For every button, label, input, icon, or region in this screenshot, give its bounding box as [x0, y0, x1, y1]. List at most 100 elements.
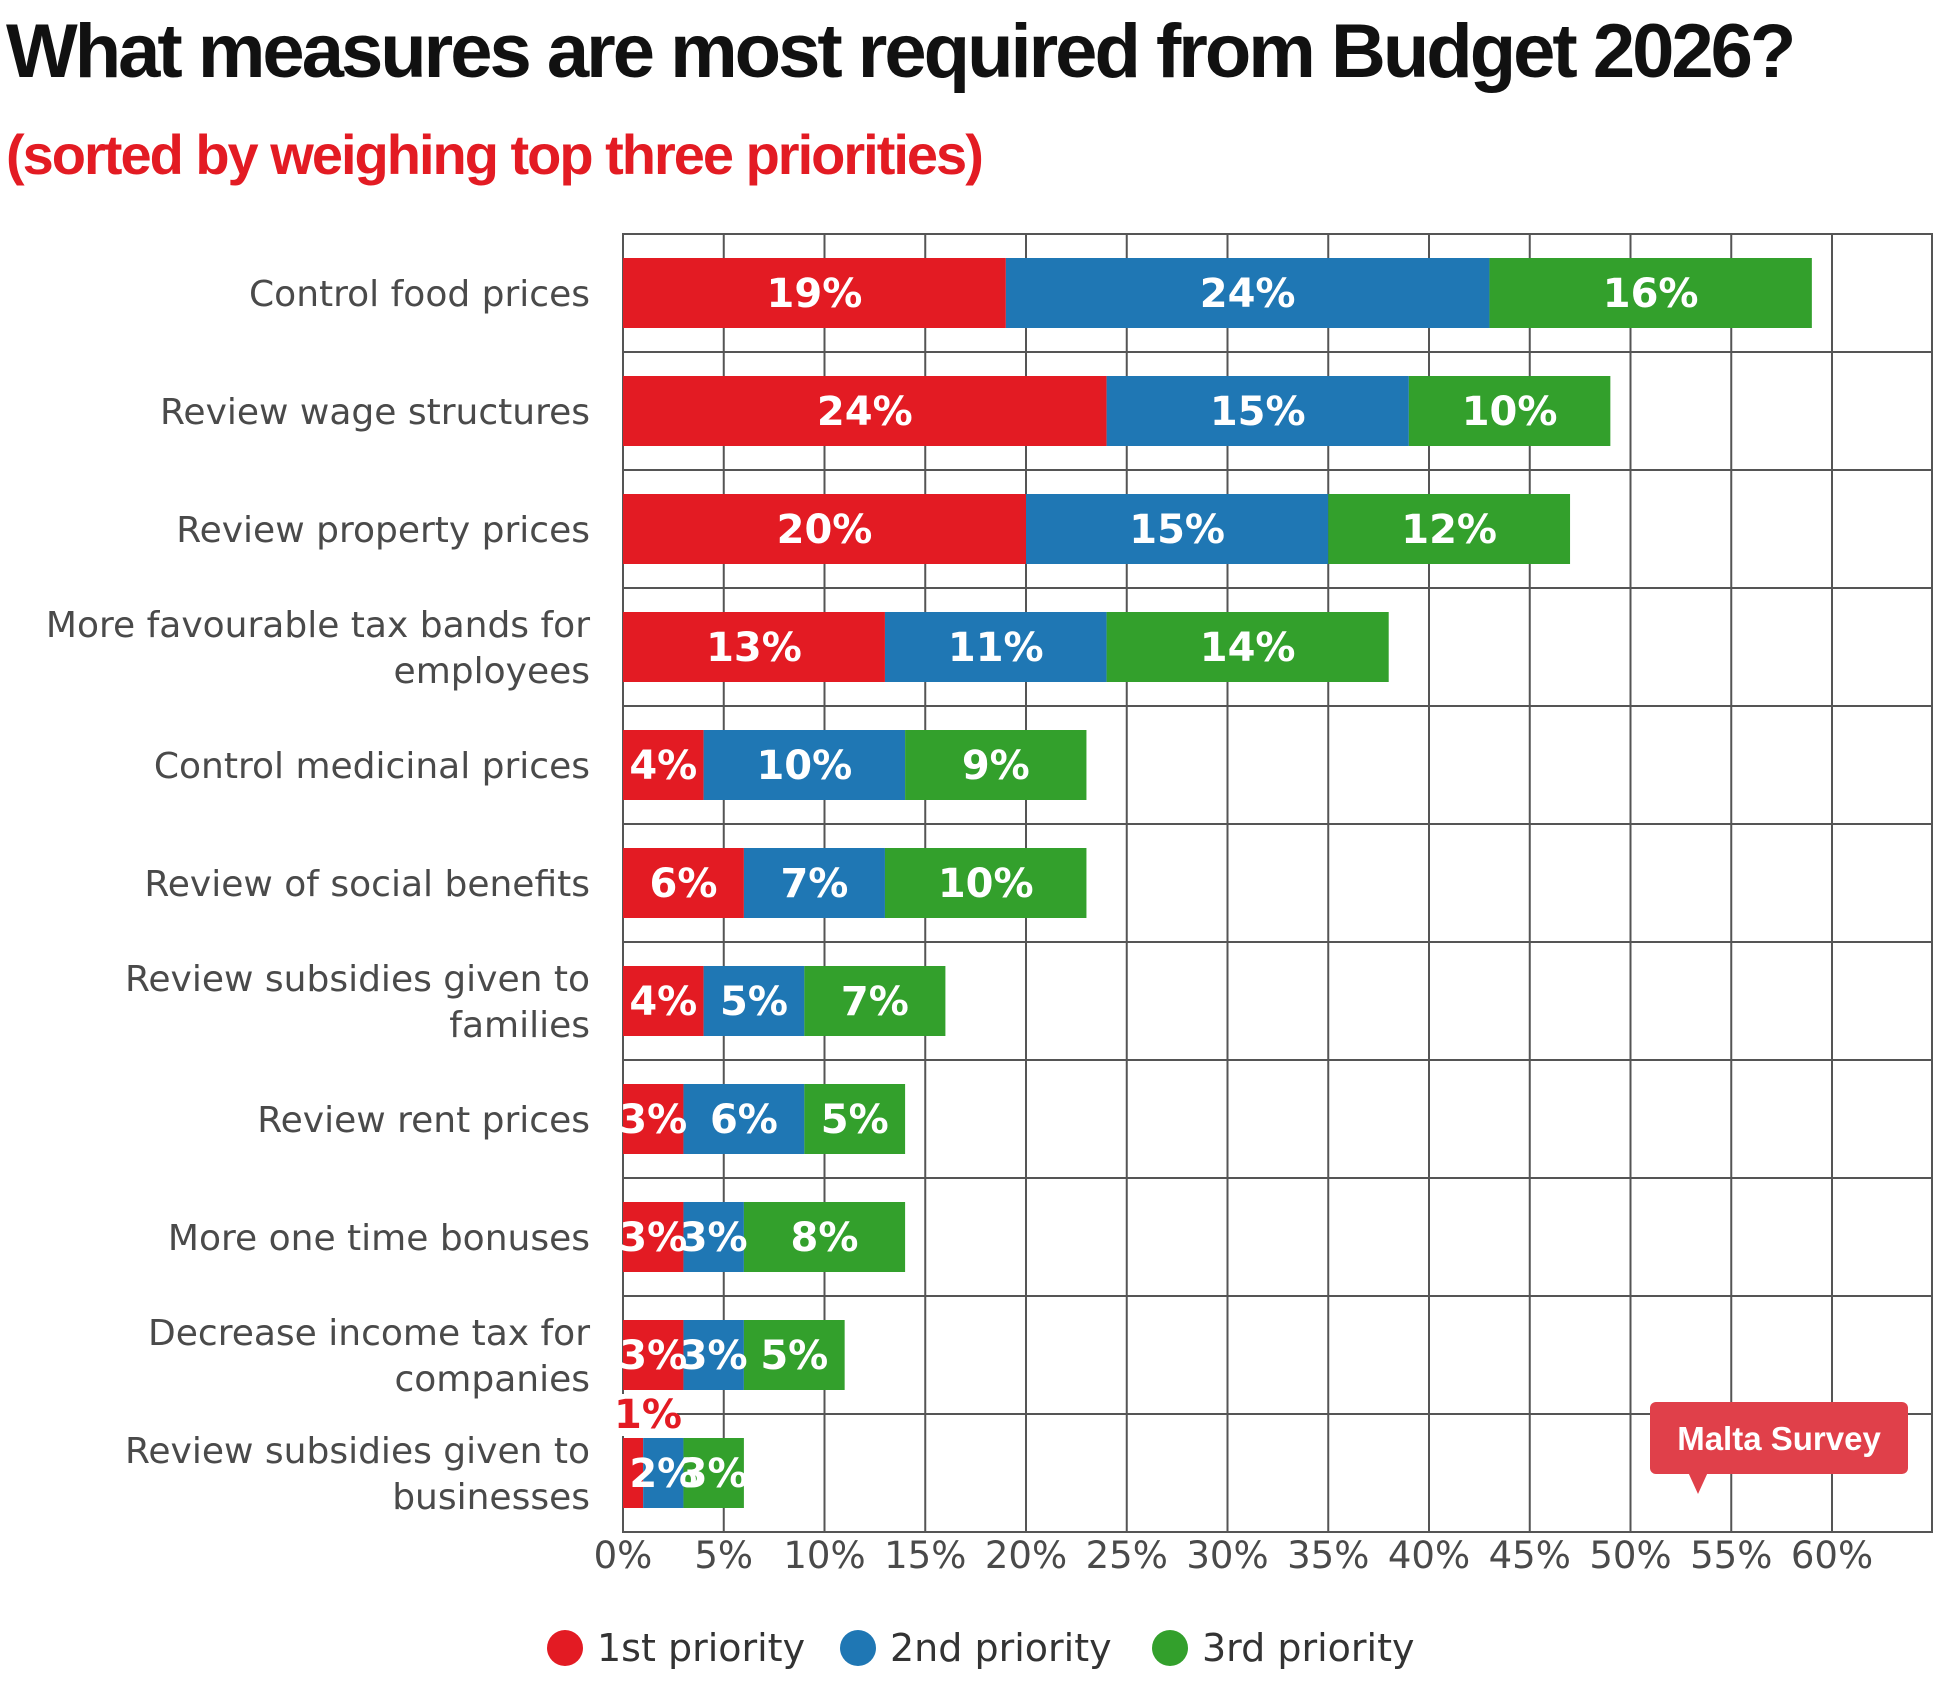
bar-segment: [623, 258, 1006, 328]
bar-value-label: 13%: [706, 625, 802, 671]
legend-swatch: [840, 1630, 876, 1666]
category-label: Review rent prices: [257, 1100, 590, 1141]
bar-value-label: 10%: [938, 861, 1034, 907]
bar-segment: [623, 612, 885, 682]
x-tick-label: 50%: [1589, 1534, 1671, 1577]
bar-segment: [1026, 494, 1329, 564]
bar-value-label: 20%: [777, 507, 873, 553]
category-label: Review subsidies given to: [125, 959, 590, 1000]
bar-value-label: 7%: [780, 861, 848, 907]
bar-value-label: 6%: [710, 1097, 778, 1143]
bar-value-label: 2%: [629, 1451, 697, 1497]
bar-value-label: 10%: [1462, 389, 1558, 435]
legend-label: 2nd priority: [890, 1626, 1112, 1670]
x-tick-label: 40%: [1388, 1534, 1470, 1577]
bar-value-label: 12%: [1401, 507, 1497, 553]
bar-value-label: 9%: [962, 743, 1030, 789]
bar-segment: [643, 1438, 684, 1508]
category-label: Decrease income tax for: [148, 1313, 590, 1354]
bar-value-label: 5%: [760, 1333, 828, 1379]
bar-value-label: 3%: [680, 1451, 748, 1497]
bar-segment: [703, 966, 805, 1036]
badge-pointer: [1688, 1472, 1708, 1494]
category-labels: Control food prices Review wage structure…: [46, 274, 590, 1518]
bar-segment: [1005, 258, 1490, 328]
bar-segment: [743, 1202, 906, 1272]
bar-value-label: 1%: [614, 1392, 682, 1438]
bars-layer: 19% 24% 16% 24% 15% 10% 20% 15% 12% 13% 11% 14% 4% 10…: [614, 258, 1812, 1508]
bar-segment: [623, 494, 1026, 564]
x-axis-ticks: 0% 5% 10% 15% 20% 25% 30% 35% 40% 45% 50% 55% 60%: [594, 1534, 1873, 1577]
category-label: businesses: [392, 1477, 590, 1518]
bar-value-label: 19%: [767, 271, 863, 317]
bar-segment: [683, 1438, 744, 1508]
legend-swatch: [1152, 1630, 1188, 1666]
x-tick-label: 30%: [1186, 1534, 1268, 1577]
bar-segment: [683, 1202, 744, 1272]
bar-value-label: 15%: [1129, 507, 1225, 553]
bar-value-label: 6%: [649, 861, 717, 907]
bar-segment: [623, 1320, 684, 1390]
bar-segment: [683, 1320, 744, 1390]
category-label: Review subsidies given to: [125, 1431, 590, 1472]
x-tick-label: 0%: [594, 1534, 653, 1577]
bar-value-label: 24%: [1200, 271, 1296, 317]
bar-value-label: 4%: [629, 743, 697, 789]
bar-value-label: 3%: [619, 1097, 687, 1143]
bar-value-label: 16%: [1603, 271, 1699, 317]
category-label: More one time bonuses: [168, 1218, 590, 1259]
bar-value-label: 11%: [948, 625, 1044, 671]
category-label: Control food prices: [249, 274, 590, 315]
x-tick-label: 55%: [1690, 1534, 1772, 1577]
legend-label: 3rd priority: [1202, 1626, 1414, 1670]
bar-segment: [1106, 376, 1409, 446]
bar-segment: [623, 1202, 684, 1272]
category-label: Review of social benefits: [144, 864, 590, 905]
grid-lines: [622, 233, 1933, 1533]
legend-swatch: [547, 1630, 583, 1666]
bar-segment: [1106, 612, 1389, 682]
bar-segment: [623, 376, 1107, 446]
bar-value-label: 3%: [680, 1215, 748, 1261]
category-label: companies: [394, 1359, 590, 1400]
bar-value-label: 15%: [1210, 389, 1306, 435]
x-tick-label: 15%: [884, 1534, 966, 1577]
legend: 1st priority 2nd priority 3rd priority: [547, 1626, 1414, 1670]
bar-value-label: 8%: [791, 1215, 859, 1261]
x-tick-label: 45%: [1489, 1534, 1571, 1577]
category-label: families: [449, 1005, 590, 1046]
bar-segment: [623, 848, 744, 918]
bar-segment: [884, 848, 1087, 918]
bar-value-label: 7%: [841, 979, 909, 1025]
x-tick-label: 5%: [694, 1534, 753, 1577]
bar-value-label: 5%: [720, 979, 788, 1025]
badge-background: [1650, 1402, 1908, 1474]
label-backdrop: [619, 1394, 677, 1436]
badge-text: Malta Survey: [1677, 1420, 1881, 1457]
bar-segment: [623, 1084, 684, 1154]
bar-segment: [623, 1438, 644, 1508]
category-label: employees: [394, 651, 590, 692]
bar-segment: [884, 612, 1107, 682]
bar-segment: [683, 1084, 805, 1154]
bar-segment: [743, 848, 885, 918]
x-tick-label: 25%: [1086, 1534, 1168, 1577]
bar-segment: [623, 966, 704, 1036]
bar-value-label: 14%: [1200, 625, 1296, 671]
bar-segment: [1408, 376, 1611, 446]
bar-value-label: 5%: [821, 1097, 889, 1143]
chart-title: What measures are most required from Bud…: [6, 9, 1796, 94]
bar-segment: [804, 966, 946, 1036]
malta-survey-badge: Malta Survey: [1650, 1402, 1908, 1494]
bar-value-label: 10%: [756, 743, 852, 789]
bar-value-label: 3%: [619, 1215, 687, 1261]
bar-segment: [1489, 258, 1812, 328]
x-tick-label: 35%: [1287, 1534, 1369, 1577]
category-label: More favourable tax bands for: [46, 605, 590, 646]
bar-segment: [804, 1084, 906, 1154]
bar-value-label: 4%: [629, 979, 697, 1025]
bar-segment: [1328, 494, 1571, 564]
category-label: Control medicinal prices: [154, 746, 590, 787]
bar-value-label: 3%: [619, 1333, 687, 1379]
